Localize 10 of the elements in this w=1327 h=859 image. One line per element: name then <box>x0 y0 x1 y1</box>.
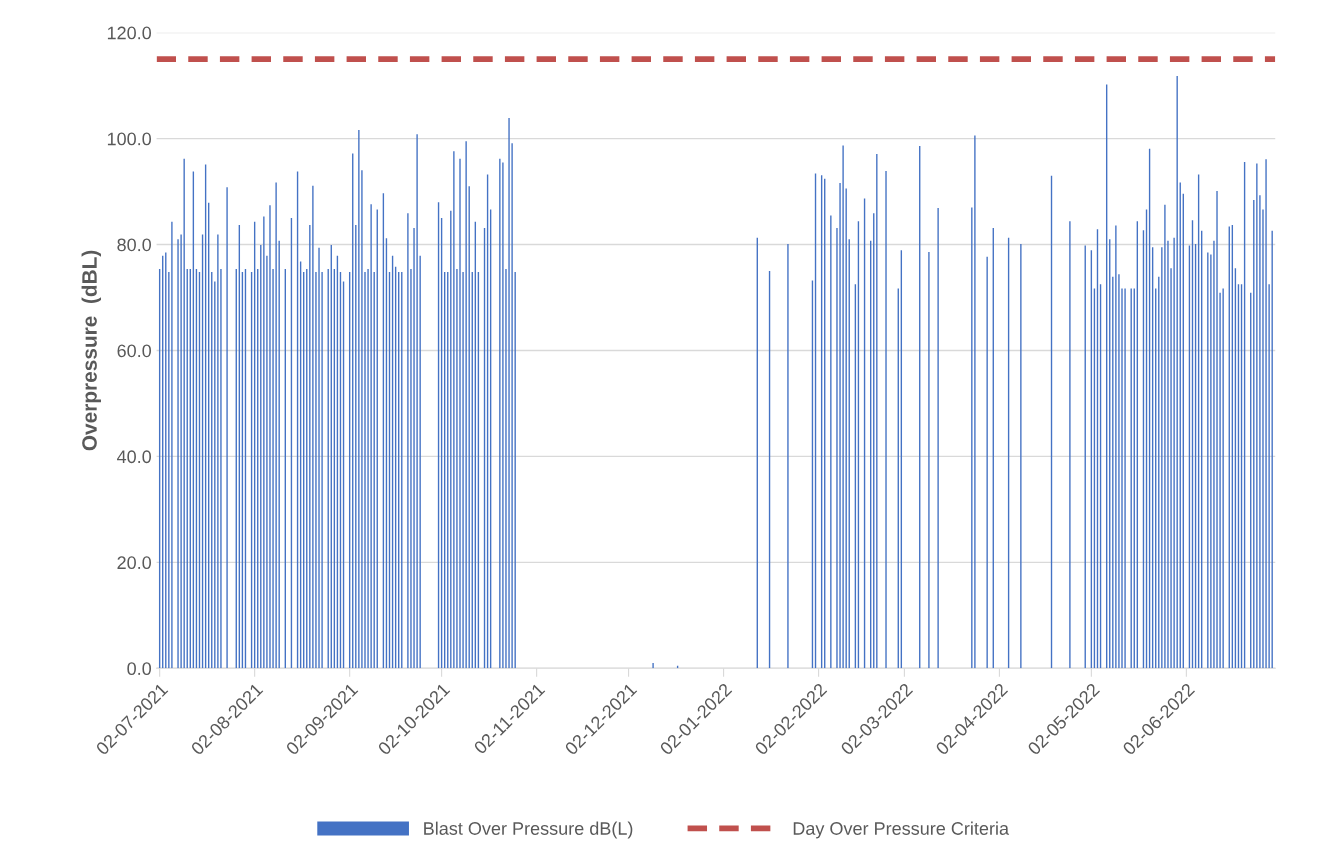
legend-label: Day Over Pressure Criteria <box>793 821 1010 839</box>
y-tick-label: 120.0 <box>107 26 152 40</box>
y-tick-label: 0.0 <box>127 662 152 676</box>
legend-label: Blast Over Pressure dB(L) <box>424 821 633 839</box>
y-tick-label: 100.0 <box>107 132 152 146</box>
y-axis-title: Overpressure (dBL) <box>81 250 101 451</box>
y-tick-label: 40.0 <box>117 450 152 464</box>
y-tick-label: 60.0 <box>117 344 152 358</box>
y-tick-label: 80.0 <box>117 238 152 252</box>
y-tick-label: 20.0 <box>117 556 152 570</box>
